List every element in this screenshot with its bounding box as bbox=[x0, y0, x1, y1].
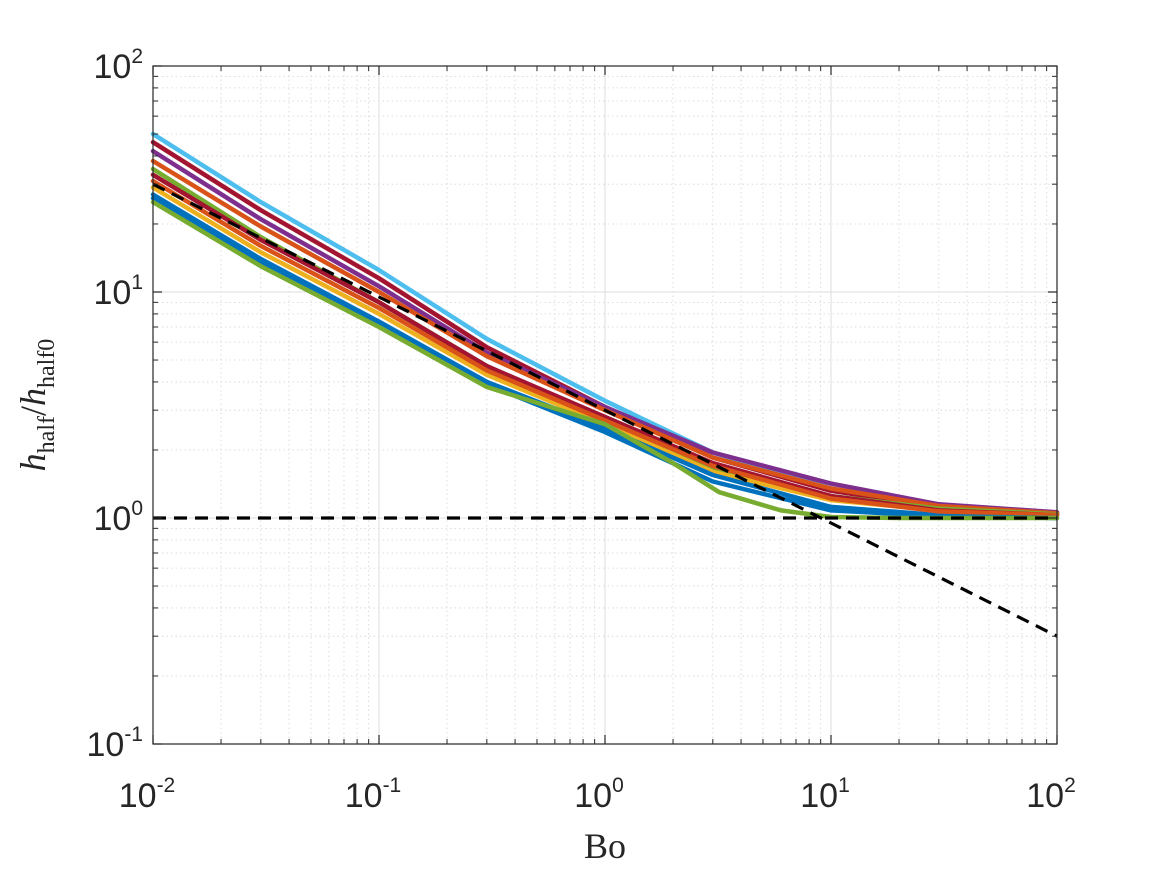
x-tick-labels: 10-2 10-1 100 101 102 bbox=[119, 774, 1076, 815]
y-tick-label: 100 bbox=[93, 497, 143, 538]
y-axis-label-slash: / bbox=[13, 406, 53, 416]
x-tick-label: 102 bbox=[1026, 774, 1076, 815]
y-tick-label: 101 bbox=[93, 271, 143, 312]
y-axis-label: hhalf/hhalf0 bbox=[13, 339, 60, 472]
x-tick-label: 101 bbox=[800, 774, 850, 815]
y-tick-label: 102 bbox=[93, 45, 143, 86]
y-axis-label-h2: h bbox=[13, 388, 53, 406]
tick-marks bbox=[152, 65, 1058, 745]
x-tick-label: 100 bbox=[574, 774, 624, 815]
series-line-3 bbox=[150, 148, 1060, 515]
x-tick-label: 10-2 bbox=[119, 774, 176, 815]
series-line-10 bbox=[150, 195, 1060, 521]
x-axis-label: Bo bbox=[584, 826, 626, 866]
y-tick-label: 10-1 bbox=[86, 723, 143, 764]
reference-lines bbox=[152, 182, 1058, 638]
y-axis-label-h: h bbox=[13, 453, 53, 471]
reference-line-2 bbox=[152, 182, 1058, 638]
y-axis-label-sub1: half bbox=[34, 416, 60, 453]
x-tick-label: 10-1 bbox=[345, 774, 402, 815]
y-tick-labels: 10-1 100 101 102 bbox=[86, 45, 143, 764]
y-axis-label-sub2: half0 bbox=[34, 339, 60, 388]
series-line-9 bbox=[150, 178, 1060, 518]
series-layer bbox=[150, 131, 1060, 521]
